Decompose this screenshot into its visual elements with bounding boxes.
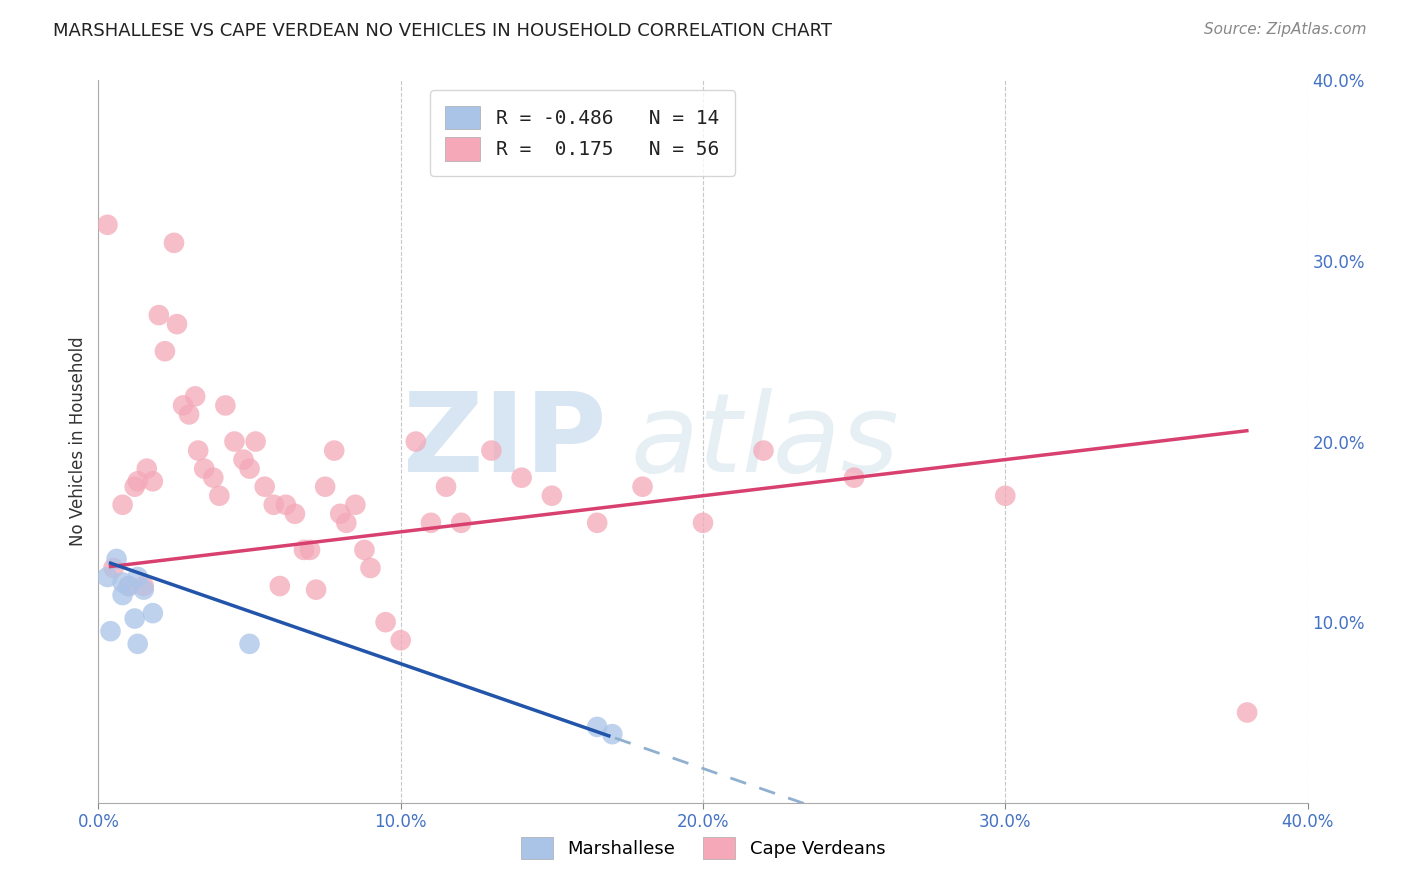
Point bbox=[692, 516, 714, 530]
Point bbox=[389, 633, 412, 648]
Point bbox=[111, 498, 134, 512]
Point bbox=[586, 516, 609, 530]
Point bbox=[420, 516, 443, 530]
Point bbox=[323, 443, 346, 458]
Point bbox=[142, 475, 165, 489]
Point bbox=[132, 579, 155, 593]
Point bbox=[124, 611, 146, 625]
Point bbox=[540, 489, 562, 503]
Point bbox=[124, 480, 146, 494]
Point bbox=[994, 489, 1017, 503]
Point bbox=[344, 498, 367, 512]
Point bbox=[602, 727, 624, 741]
Point bbox=[96, 570, 118, 584]
Point bbox=[184, 389, 207, 403]
Point bbox=[284, 507, 307, 521]
Point bbox=[299, 542, 322, 557]
Point bbox=[118, 579, 141, 593]
Point bbox=[166, 317, 188, 331]
Point bbox=[100, 624, 122, 639]
Point bbox=[434, 480, 457, 494]
Point bbox=[269, 579, 291, 593]
Point bbox=[481, 443, 503, 458]
Point bbox=[202, 471, 225, 485]
Point bbox=[239, 637, 262, 651]
Point bbox=[208, 489, 231, 503]
Point bbox=[844, 471, 866, 485]
Point bbox=[103, 561, 125, 575]
Point bbox=[631, 480, 654, 494]
Point bbox=[193, 461, 215, 475]
Point bbox=[305, 582, 328, 597]
Point bbox=[1236, 706, 1258, 720]
Text: Source: ZipAtlas.com: Source: ZipAtlas.com bbox=[1204, 22, 1367, 37]
Legend: Marshallese, Cape Verdeans: Marshallese, Cape Verdeans bbox=[513, 830, 893, 866]
Point bbox=[153, 344, 176, 359]
Point bbox=[105, 552, 128, 566]
Point bbox=[135, 461, 157, 475]
Point bbox=[118, 579, 141, 593]
Point bbox=[360, 561, 382, 575]
Point bbox=[96, 218, 118, 232]
Point bbox=[163, 235, 186, 250]
Point bbox=[314, 480, 336, 494]
Point bbox=[127, 570, 149, 584]
Point bbox=[329, 507, 352, 521]
Point bbox=[263, 498, 285, 512]
Text: ZIP: ZIP bbox=[404, 388, 606, 495]
Point bbox=[405, 434, 427, 449]
Point bbox=[232, 452, 254, 467]
Point bbox=[127, 475, 149, 489]
Point bbox=[335, 516, 357, 530]
Point bbox=[586, 720, 609, 734]
Point bbox=[752, 443, 775, 458]
Point bbox=[274, 498, 297, 512]
Point bbox=[172, 398, 194, 412]
Point bbox=[187, 443, 209, 458]
Point bbox=[132, 582, 155, 597]
Point bbox=[142, 606, 165, 620]
Point bbox=[245, 434, 267, 449]
Point bbox=[111, 588, 134, 602]
Text: atlas: atlas bbox=[630, 388, 898, 495]
Point bbox=[127, 637, 149, 651]
Point bbox=[148, 308, 170, 322]
Point bbox=[239, 461, 262, 475]
Point bbox=[253, 480, 276, 494]
Point bbox=[510, 471, 533, 485]
Y-axis label: No Vehicles in Household: No Vehicles in Household bbox=[69, 336, 87, 547]
Text: MARSHALLESE VS CAPE VERDEAN NO VEHICLES IN HOUSEHOLD CORRELATION CHART: MARSHALLESE VS CAPE VERDEAN NO VEHICLES … bbox=[53, 22, 832, 40]
Point bbox=[374, 615, 396, 630]
Point bbox=[450, 516, 472, 530]
Point bbox=[214, 398, 236, 412]
Point bbox=[179, 408, 201, 422]
Point bbox=[224, 434, 246, 449]
Point bbox=[292, 542, 315, 557]
Point bbox=[111, 575, 134, 590]
Point bbox=[353, 542, 375, 557]
